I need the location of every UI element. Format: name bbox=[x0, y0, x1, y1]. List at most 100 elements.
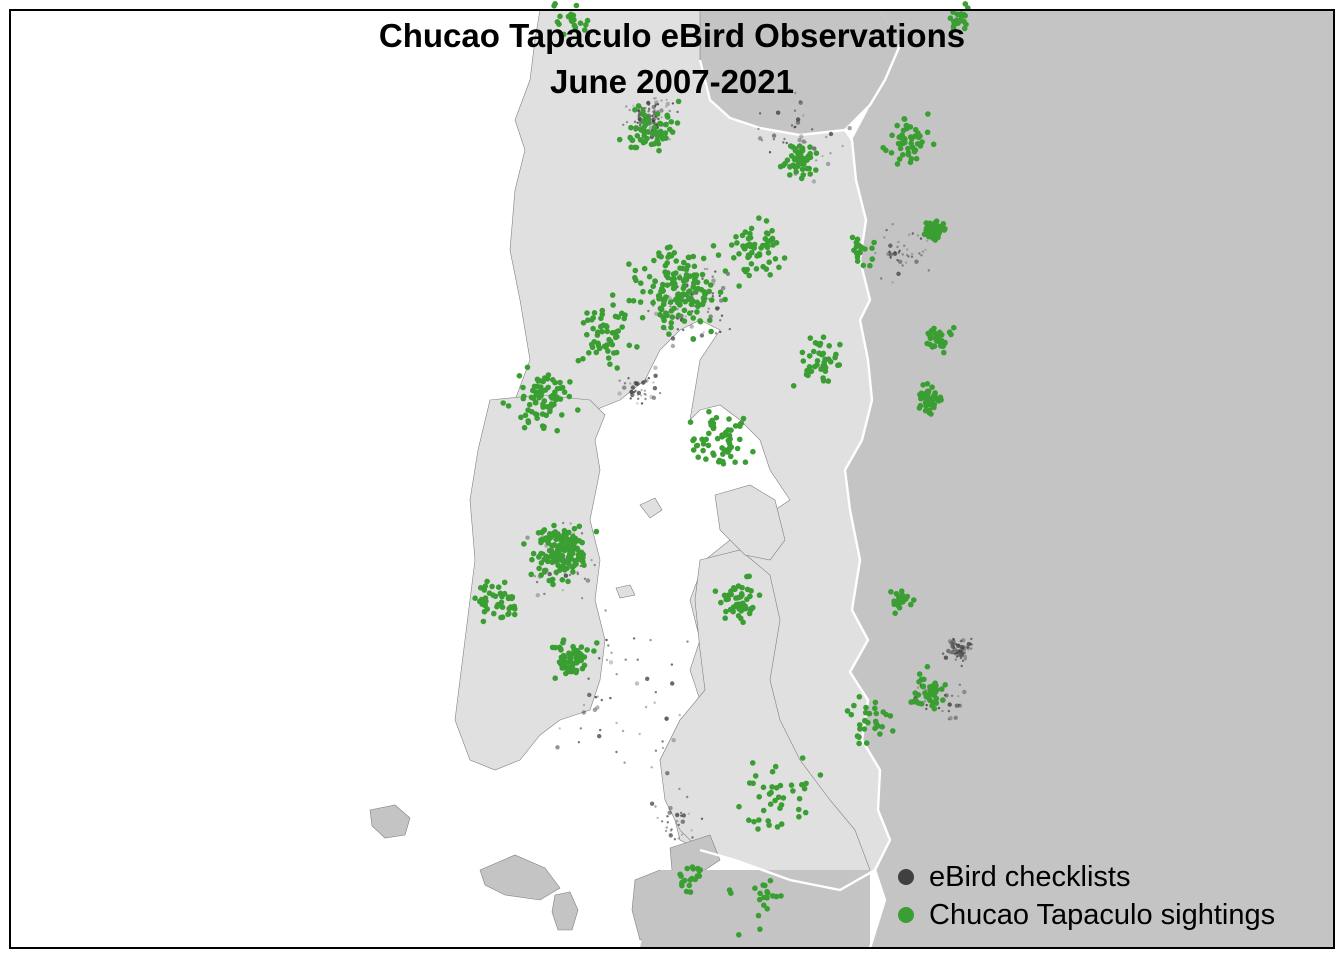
checklist-point bbox=[653, 109, 656, 112]
sighting-point bbox=[769, 784, 775, 790]
checklist-point bbox=[615, 750, 618, 754]
regional-border bbox=[843, 44, 902, 949]
checklist-point bbox=[901, 264, 904, 267]
checklist-point bbox=[660, 99, 663, 102]
checklist-point bbox=[966, 641, 971, 647]
sighting-point bbox=[703, 279, 710, 285]
checklist-point bbox=[656, 103, 660, 106]
checklist-point bbox=[678, 713, 681, 717]
checklist-point bbox=[595, 705, 600, 710]
sighting-point bbox=[772, 797, 778, 804]
sighting-point bbox=[525, 407, 531, 413]
checklist-point bbox=[562, 521, 565, 525]
checklist-point bbox=[654, 749, 658, 752]
sighting-point bbox=[767, 272, 773, 278]
sighting-point bbox=[641, 124, 647, 130]
checklist-point bbox=[959, 652, 964, 658]
checklist-point bbox=[821, 154, 824, 158]
sighting-point bbox=[472, 595, 478, 601]
checklist-point bbox=[636, 393, 640, 397]
sighting-point bbox=[652, 278, 658, 284]
sighting-point bbox=[690, 315, 696, 321]
sighting-point bbox=[774, 824, 781, 830]
sighting-point bbox=[578, 644, 585, 650]
checklist-point bbox=[711, 295, 715, 298]
sighting-point bbox=[799, 147, 806, 154]
sighting-point bbox=[858, 244, 864, 250]
sighting-point bbox=[728, 453, 734, 460]
sighting-point bbox=[478, 596, 485, 603]
sighting-point bbox=[908, 135, 915, 142]
sighting-point bbox=[560, 652, 567, 659]
checklist-point bbox=[699, 333, 705, 338]
sighting-point bbox=[813, 150, 820, 156]
sighting-point bbox=[593, 349, 600, 356]
checklist-point bbox=[952, 646, 955, 649]
sighting-point bbox=[869, 245, 875, 251]
sighting-point bbox=[720, 458, 726, 465]
checklist-point bbox=[641, 380, 646, 385]
sighting-point bbox=[736, 602, 743, 608]
sighting-point bbox=[793, 169, 799, 175]
sighting-point bbox=[746, 817, 752, 823]
sighting-point bbox=[581, 662, 588, 669]
sighting-point bbox=[645, 117, 652, 124]
checklist-point bbox=[896, 271, 901, 276]
chucao-tapaculo-sighting-points bbox=[472, 1, 971, 938]
sighting-point bbox=[787, 143, 794, 149]
sighting-point bbox=[552, 379, 558, 386]
sighting-point bbox=[483, 598, 489, 605]
sighting-point bbox=[737, 423, 743, 430]
checklist-point bbox=[653, 365, 658, 370]
sighting-point bbox=[776, 264, 782, 271]
sighting-point bbox=[887, 713, 894, 719]
sighting-point bbox=[821, 359, 827, 366]
checklist-point bbox=[670, 828, 673, 831]
sighting-point bbox=[867, 262, 873, 269]
checklist-point bbox=[719, 330, 722, 334]
checklist-point bbox=[847, 126, 852, 131]
sighting-point bbox=[691, 263, 698, 270]
sighting-point bbox=[723, 608, 729, 615]
sighting-point bbox=[641, 265, 648, 272]
sighting-point bbox=[736, 283, 742, 289]
sighting-point bbox=[665, 274, 671, 281]
sighting-point bbox=[632, 107, 638, 113]
checklist-point bbox=[903, 244, 906, 247]
sighting-point bbox=[614, 333, 620, 340]
legend-item-sightings: Chucao Tapaculo sightings bbox=[896, 896, 1275, 934]
sighting-point bbox=[736, 251, 742, 257]
checklist-point bbox=[640, 388, 643, 392]
sighting-point bbox=[934, 338, 940, 344]
sighting-point bbox=[732, 459, 738, 466]
sighting-point bbox=[696, 873, 703, 879]
checklist-point bbox=[919, 237, 923, 240]
checklist-point bbox=[758, 112, 762, 115]
checklist-point bbox=[558, 727, 561, 730]
island bbox=[714, 484, 786, 561]
checklist-point bbox=[898, 249, 901, 252]
sighting-point bbox=[707, 282, 714, 288]
checklist-point bbox=[654, 100, 659, 105]
checklist-point bbox=[910, 255, 914, 258]
sighting-point bbox=[926, 695, 932, 702]
checklist-point bbox=[963, 648, 967, 652]
checklist-point bbox=[654, 805, 657, 808]
sighting-point bbox=[924, 340, 930, 347]
checklist-point bbox=[686, 640, 689, 643]
checklist-point bbox=[623, 761, 626, 764]
sighting-point bbox=[576, 523, 583, 530]
checklist-point bbox=[950, 694, 954, 697]
sighting-point bbox=[602, 323, 609, 329]
sighting-point bbox=[746, 253, 753, 259]
sighting-point bbox=[863, 740, 870, 746]
sighting-point bbox=[947, 15, 954, 21]
sighting-point bbox=[581, 27, 588, 33]
sighting-point bbox=[880, 144, 886, 151]
island bbox=[479, 854, 561, 901]
sighting-point bbox=[920, 382, 926, 388]
checklist-point bbox=[651, 104, 656, 110]
sighting-point bbox=[489, 583, 495, 590]
sighting-point bbox=[772, 255, 779, 262]
